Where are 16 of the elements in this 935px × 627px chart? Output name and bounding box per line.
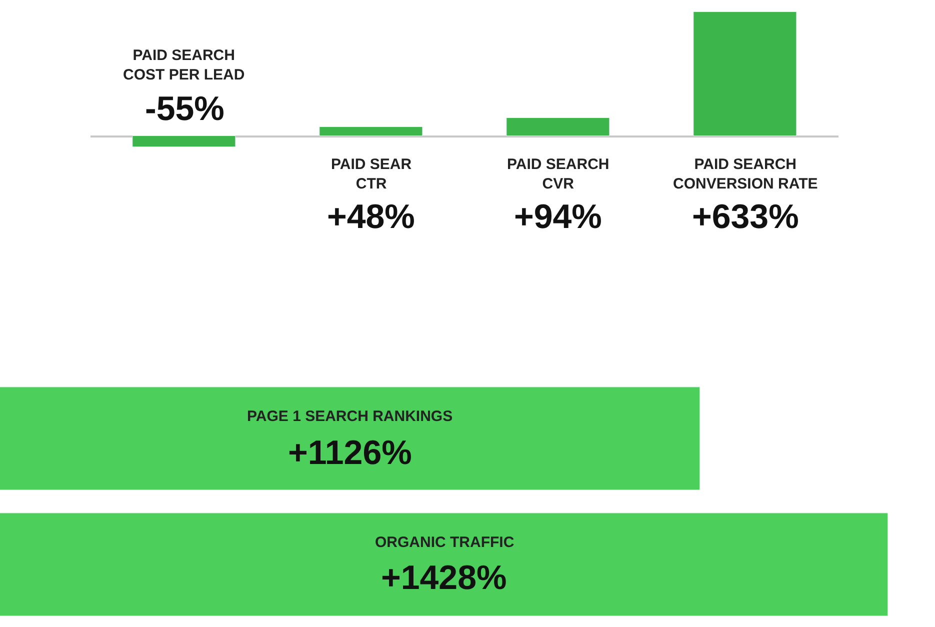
bar [506,118,610,136]
category-label: PAID SEARCH CONVERSION RATE [673,156,818,192]
y-tick-label: ORGANIC TRAFFIC [375,534,514,551]
data-label: +94% [514,198,602,236]
category-label: PAID SEARCH CVR [507,156,610,192]
category-label: PAID SEAR CTR [331,156,412,192]
bar [132,136,236,147]
data-label: +1126% [288,434,412,472]
bar [693,12,797,136]
y-tick-label: PAGE 1 SEARCH RANKINGS [247,408,453,425]
bar [319,126,423,136]
data-label: +1428% [381,559,507,597]
data-label: -55% [145,90,224,128]
data-label: +48% [327,198,415,236]
data-label: +633% [692,198,799,236]
category-label: PAID SEARCH COST PER LEAD [123,47,245,84]
